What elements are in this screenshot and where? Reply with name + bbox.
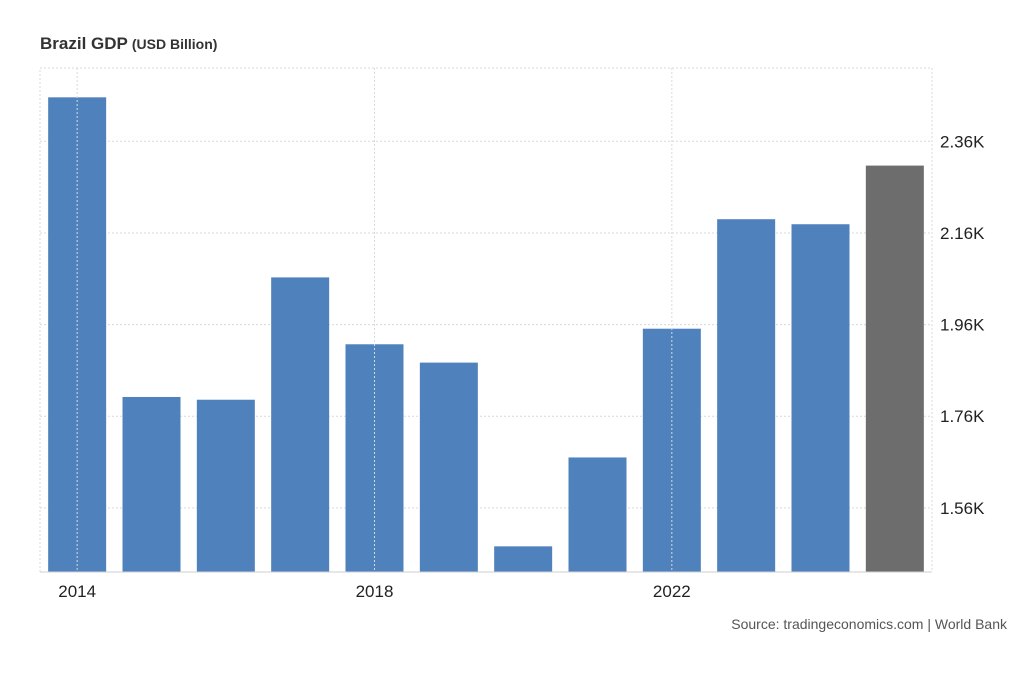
x-tick-label: 2018 <box>356 582 394 601</box>
x-tick-label: 2022 <box>653 582 691 601</box>
bar-2018 <box>345 344 404 572</box>
bar-2019 <box>419 362 478 572</box>
bar-2021 <box>568 457 627 572</box>
bar-2023 <box>717 219 776 572</box>
y-tick-label: 1.56K <box>940 499 985 518</box>
source-note: Source: tradingeconomics.com | World Ban… <box>731 616 1007 632</box>
bar-2017 <box>271 277 330 572</box>
x-tick-label: 2014 <box>58 582 96 601</box>
y-tick-label: 2.36K <box>940 132 985 151</box>
y-tick-label: 1.96K <box>940 316 985 335</box>
y-tick-label: 2.16K <box>940 224 985 243</box>
chart-title: Brazil GDP (USD Billion) <box>40 34 217 54</box>
y-tick-label: 1.76K <box>940 407 985 426</box>
bar-2020 <box>494 546 553 572</box>
bar-2015 <box>122 396 181 572</box>
chart-title-text: Brazil GDP <box>40 34 128 53</box>
chart-unit: (USD Billion) <box>131 36 218 52</box>
bar-2025 <box>865 165 924 573</box>
bar-2016 <box>196 399 255 572</box>
bar-2024 <box>791 224 850 573</box>
